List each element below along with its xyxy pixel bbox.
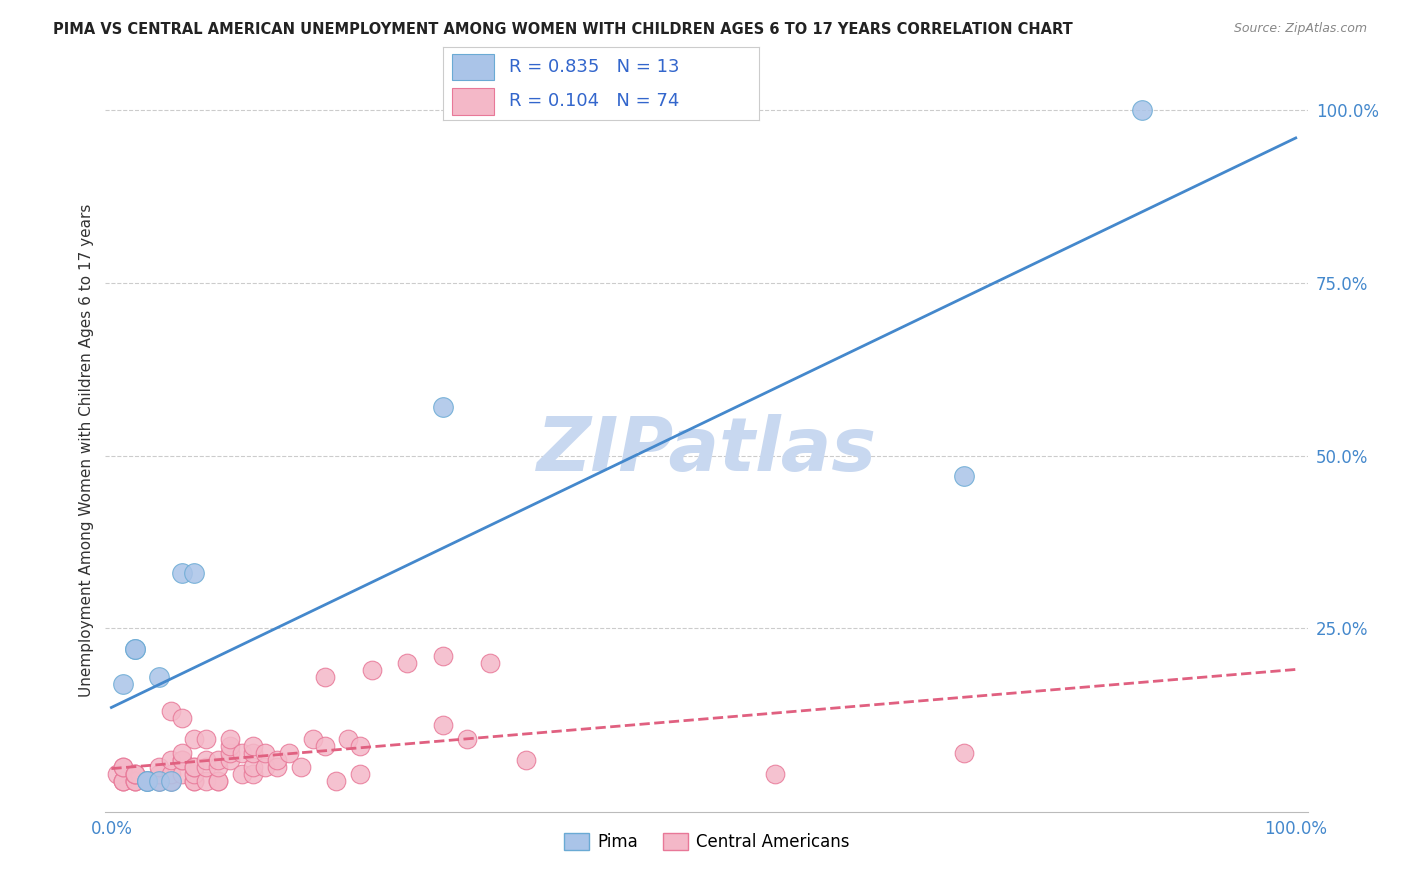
Point (231, 766, 253, 780)
Point (195, 773, 218, 788)
Point (432, 649, 454, 664)
Text: ZIPatlas: ZIPatlas (537, 414, 876, 487)
Point (242, 739, 264, 753)
Point (183, 766, 205, 780)
Point (349, 739, 371, 753)
Point (290, 760, 312, 774)
Point (266, 753, 288, 767)
Point (112, 773, 135, 788)
Point (124, 773, 146, 788)
Point (172, 566, 194, 581)
Point (254, 760, 277, 774)
Point (432, 401, 454, 415)
Point (124, 773, 146, 788)
Point (148, 670, 170, 684)
Point (218, 739, 240, 753)
Point (159, 773, 181, 788)
Point (218, 746, 240, 760)
Point (159, 773, 181, 788)
Point (479, 656, 502, 670)
Text: Source: ZipAtlas.com: Source: ZipAtlas.com (1233, 22, 1367, 36)
Point (124, 773, 146, 788)
Point (112, 760, 135, 774)
Point (432, 718, 454, 732)
Point (124, 642, 146, 657)
Y-axis label: Unemployment Among Women with Children Ages 6 to 17 years: Unemployment Among Women with Children A… (79, 203, 94, 698)
Point (183, 760, 205, 774)
Point (254, 746, 277, 760)
Point (172, 753, 194, 767)
Point (159, 705, 181, 719)
Point (242, 746, 264, 760)
Point (301, 732, 323, 747)
Point (325, 773, 347, 788)
Text: R = 0.104   N = 74: R = 0.104 N = 74 (509, 93, 679, 111)
Point (135, 773, 157, 788)
Point (953, 746, 976, 760)
Point (207, 753, 229, 767)
Point (159, 773, 181, 788)
Point (112, 773, 135, 788)
Point (266, 760, 288, 774)
Point (242, 766, 264, 780)
Point (124, 766, 146, 780)
Point (135, 773, 157, 788)
Point (124, 642, 146, 657)
Point (112, 760, 135, 774)
Point (148, 773, 170, 788)
Point (172, 746, 194, 760)
Point (148, 766, 170, 780)
Point (231, 746, 253, 760)
Point (159, 753, 181, 767)
Point (195, 753, 218, 767)
Point (456, 732, 478, 747)
Point (172, 766, 194, 780)
Point (183, 773, 205, 788)
Text: R = 0.835   N = 13: R = 0.835 N = 13 (509, 58, 681, 76)
Point (763, 766, 786, 780)
Point (148, 760, 170, 774)
Point (314, 670, 336, 684)
Point (172, 753, 194, 767)
Point (124, 766, 146, 780)
Point (361, 663, 384, 677)
Point (105, 766, 128, 780)
Point (135, 773, 157, 788)
Point (207, 773, 229, 788)
Point (135, 773, 157, 788)
Point (148, 773, 170, 788)
Point (207, 760, 229, 774)
Point (112, 773, 135, 788)
Legend: Pima, Central Americans: Pima, Central Americans (557, 826, 856, 857)
Point (112, 677, 135, 691)
Point (515, 753, 537, 767)
Point (159, 766, 181, 780)
Text: PIMA VS CENTRAL AMERICAN UNEMPLOYMENT AMONG WOMEN WITH CHILDREN AGES 6 TO 17 YEA: PIMA VS CENTRAL AMERICAN UNEMPLOYMENT AM… (53, 22, 1073, 37)
Point (218, 732, 240, 747)
Point (218, 753, 240, 767)
Point (148, 773, 170, 788)
Point (349, 766, 371, 780)
FancyBboxPatch shape (453, 54, 494, 80)
Point (207, 773, 229, 788)
Point (278, 746, 301, 760)
Point (183, 773, 205, 788)
Point (314, 739, 336, 753)
Point (172, 711, 194, 725)
Point (195, 760, 218, 774)
Point (183, 760, 205, 774)
FancyBboxPatch shape (453, 88, 494, 114)
Point (242, 760, 264, 774)
Point (195, 732, 218, 747)
Point (1130, 103, 1153, 117)
Point (953, 469, 976, 483)
Point (396, 656, 419, 670)
Point (183, 732, 205, 747)
Point (124, 766, 146, 780)
Point (337, 732, 360, 747)
Point (183, 566, 205, 581)
